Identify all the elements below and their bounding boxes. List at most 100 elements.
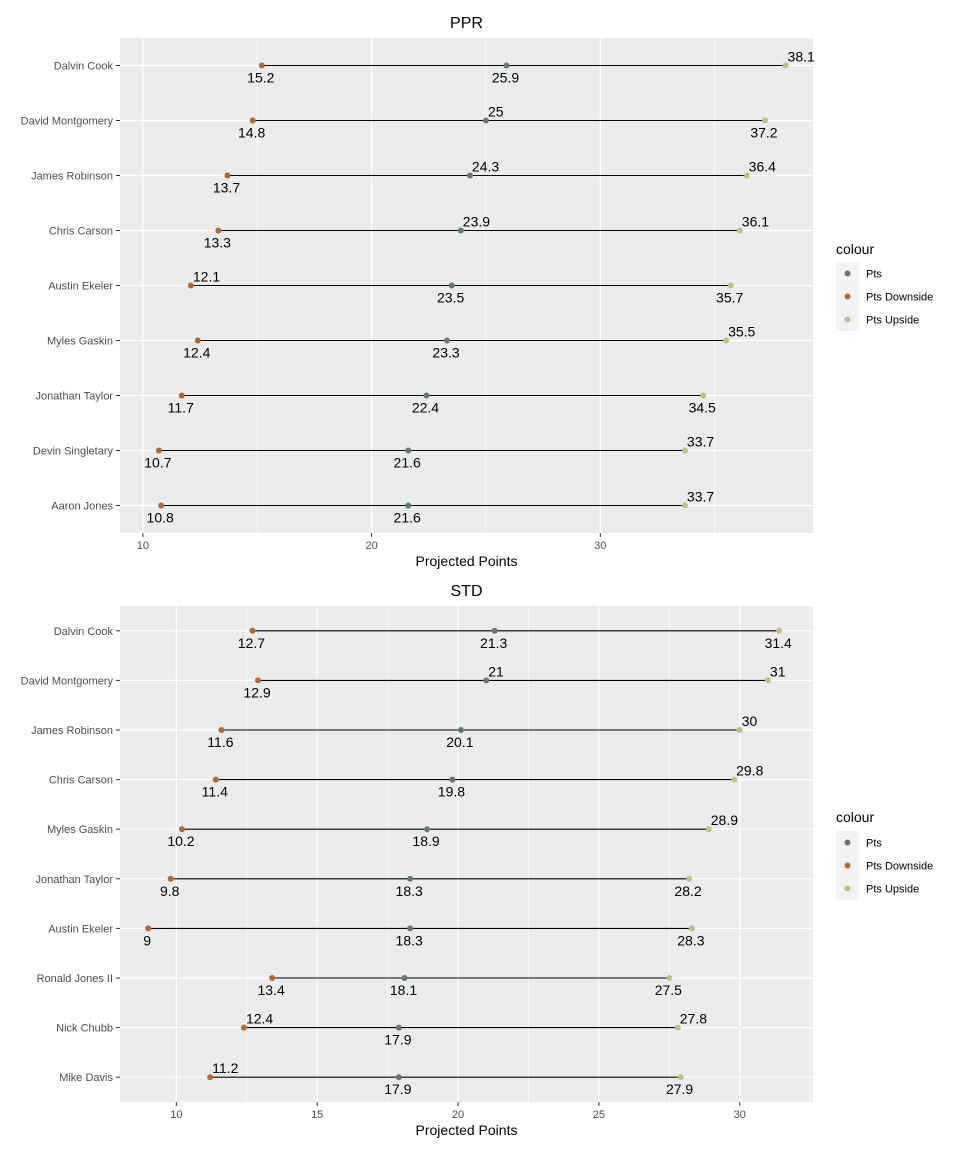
legend: colour Pts Pts Downside Pts Upside	[836, 241, 933, 331]
data-label: 12.4	[183, 345, 210, 361]
data-label: 20.1	[446, 734, 473, 750]
point-pts	[491, 627, 498, 634]
point-pts	[405, 447, 412, 454]
x-tick-label: 20	[365, 540, 377, 552]
point-pts-downside	[155, 447, 162, 454]
x-tick-label: 10	[137, 540, 149, 552]
point-pts-upside	[686, 875, 693, 882]
legend-title: colour	[836, 809, 874, 825]
point-pts	[401, 975, 408, 981]
data-label: 12.4	[246, 1011, 273, 1027]
legend-key-point	[844, 862, 851, 869]
data-label: 17.9	[384, 1081, 411, 1097]
point-pts-upside	[681, 502, 688, 509]
data-label: 10.8	[147, 510, 174, 526]
data-label: 12.1	[193, 269, 220, 285]
y-tick-label: Austin Ekeler	[48, 281, 113, 293]
data-label: 9	[143, 932, 151, 948]
x-tick-label: 20	[452, 1109, 464, 1121]
data-label: 24.3	[472, 159, 499, 175]
y-tick-label: Dalvin Cook	[54, 61, 114, 73]
data-label: 21.3	[480, 635, 507, 651]
data-label: 33.7	[687, 434, 714, 450]
legend-key-point	[844, 885, 851, 892]
data-label: 21.6	[394, 455, 421, 471]
point-pts	[448, 282, 455, 289]
data-label: 29.8	[736, 763, 763, 779]
chart-ppr: PPR Dalvin Cook David Montgomery James Robi…	[21, 15, 934, 569]
point-pts-upside	[688, 925, 695, 932]
legend-entry: Pts	[866, 269, 882, 281]
point-pts-upside	[761, 117, 768, 124]
data-label: 23.9	[463, 214, 490, 230]
point-pts	[466, 172, 473, 179]
point-pts-upside	[705, 826, 712, 833]
legend-entry: Pts	[866, 838, 882, 850]
data-label: 18.9	[412, 833, 439, 849]
data-label: 12.7	[238, 635, 265, 651]
data-label: 25.9	[492, 70, 519, 86]
data-label: 18.3	[396, 883, 423, 899]
data-label: 27.8	[680, 1011, 707, 1027]
point-pts-downside	[224, 172, 231, 179]
point-pts-downside	[178, 826, 185, 833]
data-label: 25	[488, 104, 504, 120]
point-pts-downside	[249, 117, 256, 124]
data-label: 23.3	[432, 345, 459, 361]
data-label: 36.1	[742, 214, 769, 230]
data-label: 28.3	[677, 932, 704, 948]
y-tick-label: Austin Ekeler	[48, 923, 113, 935]
data-label: 21	[488, 663, 504, 679]
data-label: 37.2	[750, 125, 777, 141]
point-pts-downside	[269, 975, 276, 981]
data-label: 38.1	[788, 49, 815, 65]
y-tick-label: Jonathan Taylor	[36, 874, 114, 886]
point-pts-downside	[218, 727, 225, 733]
point-pts-upside	[782, 62, 789, 69]
point-pts	[395, 1024, 402, 1031]
x-tick-label: 30	[594, 540, 606, 552]
data-label: 36.4	[749, 159, 776, 175]
point-pts	[457, 727, 464, 733]
y-tick-label: David Montgomery	[21, 675, 114, 687]
chart-std: STD Dalvin Cook David Montgomery James Robi…	[21, 583, 934, 1138]
point-pts-upside	[681, 447, 688, 454]
x-tick-label: 25	[593, 1109, 605, 1121]
point-pts-upside	[723, 337, 730, 344]
x-tick-label: 30	[734, 1109, 746, 1121]
data-label: 27.9	[666, 1081, 693, 1097]
chart-title: STD	[451, 583, 483, 600]
point-pts	[407, 875, 414, 882]
point-pts-upside	[743, 172, 750, 179]
data-label: 35.7	[716, 290, 743, 306]
y-tick-label: David Montgomery	[21, 116, 114, 128]
point-pts-upside	[764, 677, 771, 684]
data-label: 35.5	[728, 324, 755, 340]
point-pts	[407, 925, 414, 932]
y-tick-label: Myles Gaskin	[47, 336, 113, 348]
point-pts-downside	[240, 1024, 247, 1031]
y-tick-label: Chris Carson	[49, 775, 113, 787]
data-label: 13.4	[257, 982, 284, 998]
data-label: 31	[770, 663, 786, 679]
point-pts	[482, 117, 489, 124]
point-pts-downside	[215, 227, 222, 234]
y-tick-label: Ronald Jones II	[37, 973, 113, 985]
point-pts-downside	[187, 282, 194, 289]
y-tick-label: Nick Chubb	[56, 1023, 113, 1035]
x-tick-label: 10	[170, 1109, 182, 1121]
legend-key-point	[844, 839, 851, 846]
y-tick-label: James Robinson	[31, 171, 113, 183]
point-pts-upside	[736, 727, 743, 733]
data-label: 19.8	[438, 784, 465, 800]
data-label: 31.4	[765, 635, 792, 651]
legend-entry: Pts Downside	[866, 292, 933, 304]
y-tick-label: James Robinson	[31, 725, 113, 737]
data-label: 28.2	[674, 883, 701, 899]
data-label: 28.9	[711, 812, 738, 828]
y-tick-label: Jonathan Taylor	[36, 391, 114, 403]
data-label: 21.6	[394, 510, 421, 526]
y-tick-label: Devin Singletary	[33, 446, 114, 458]
point-pts-downside	[258, 62, 265, 69]
